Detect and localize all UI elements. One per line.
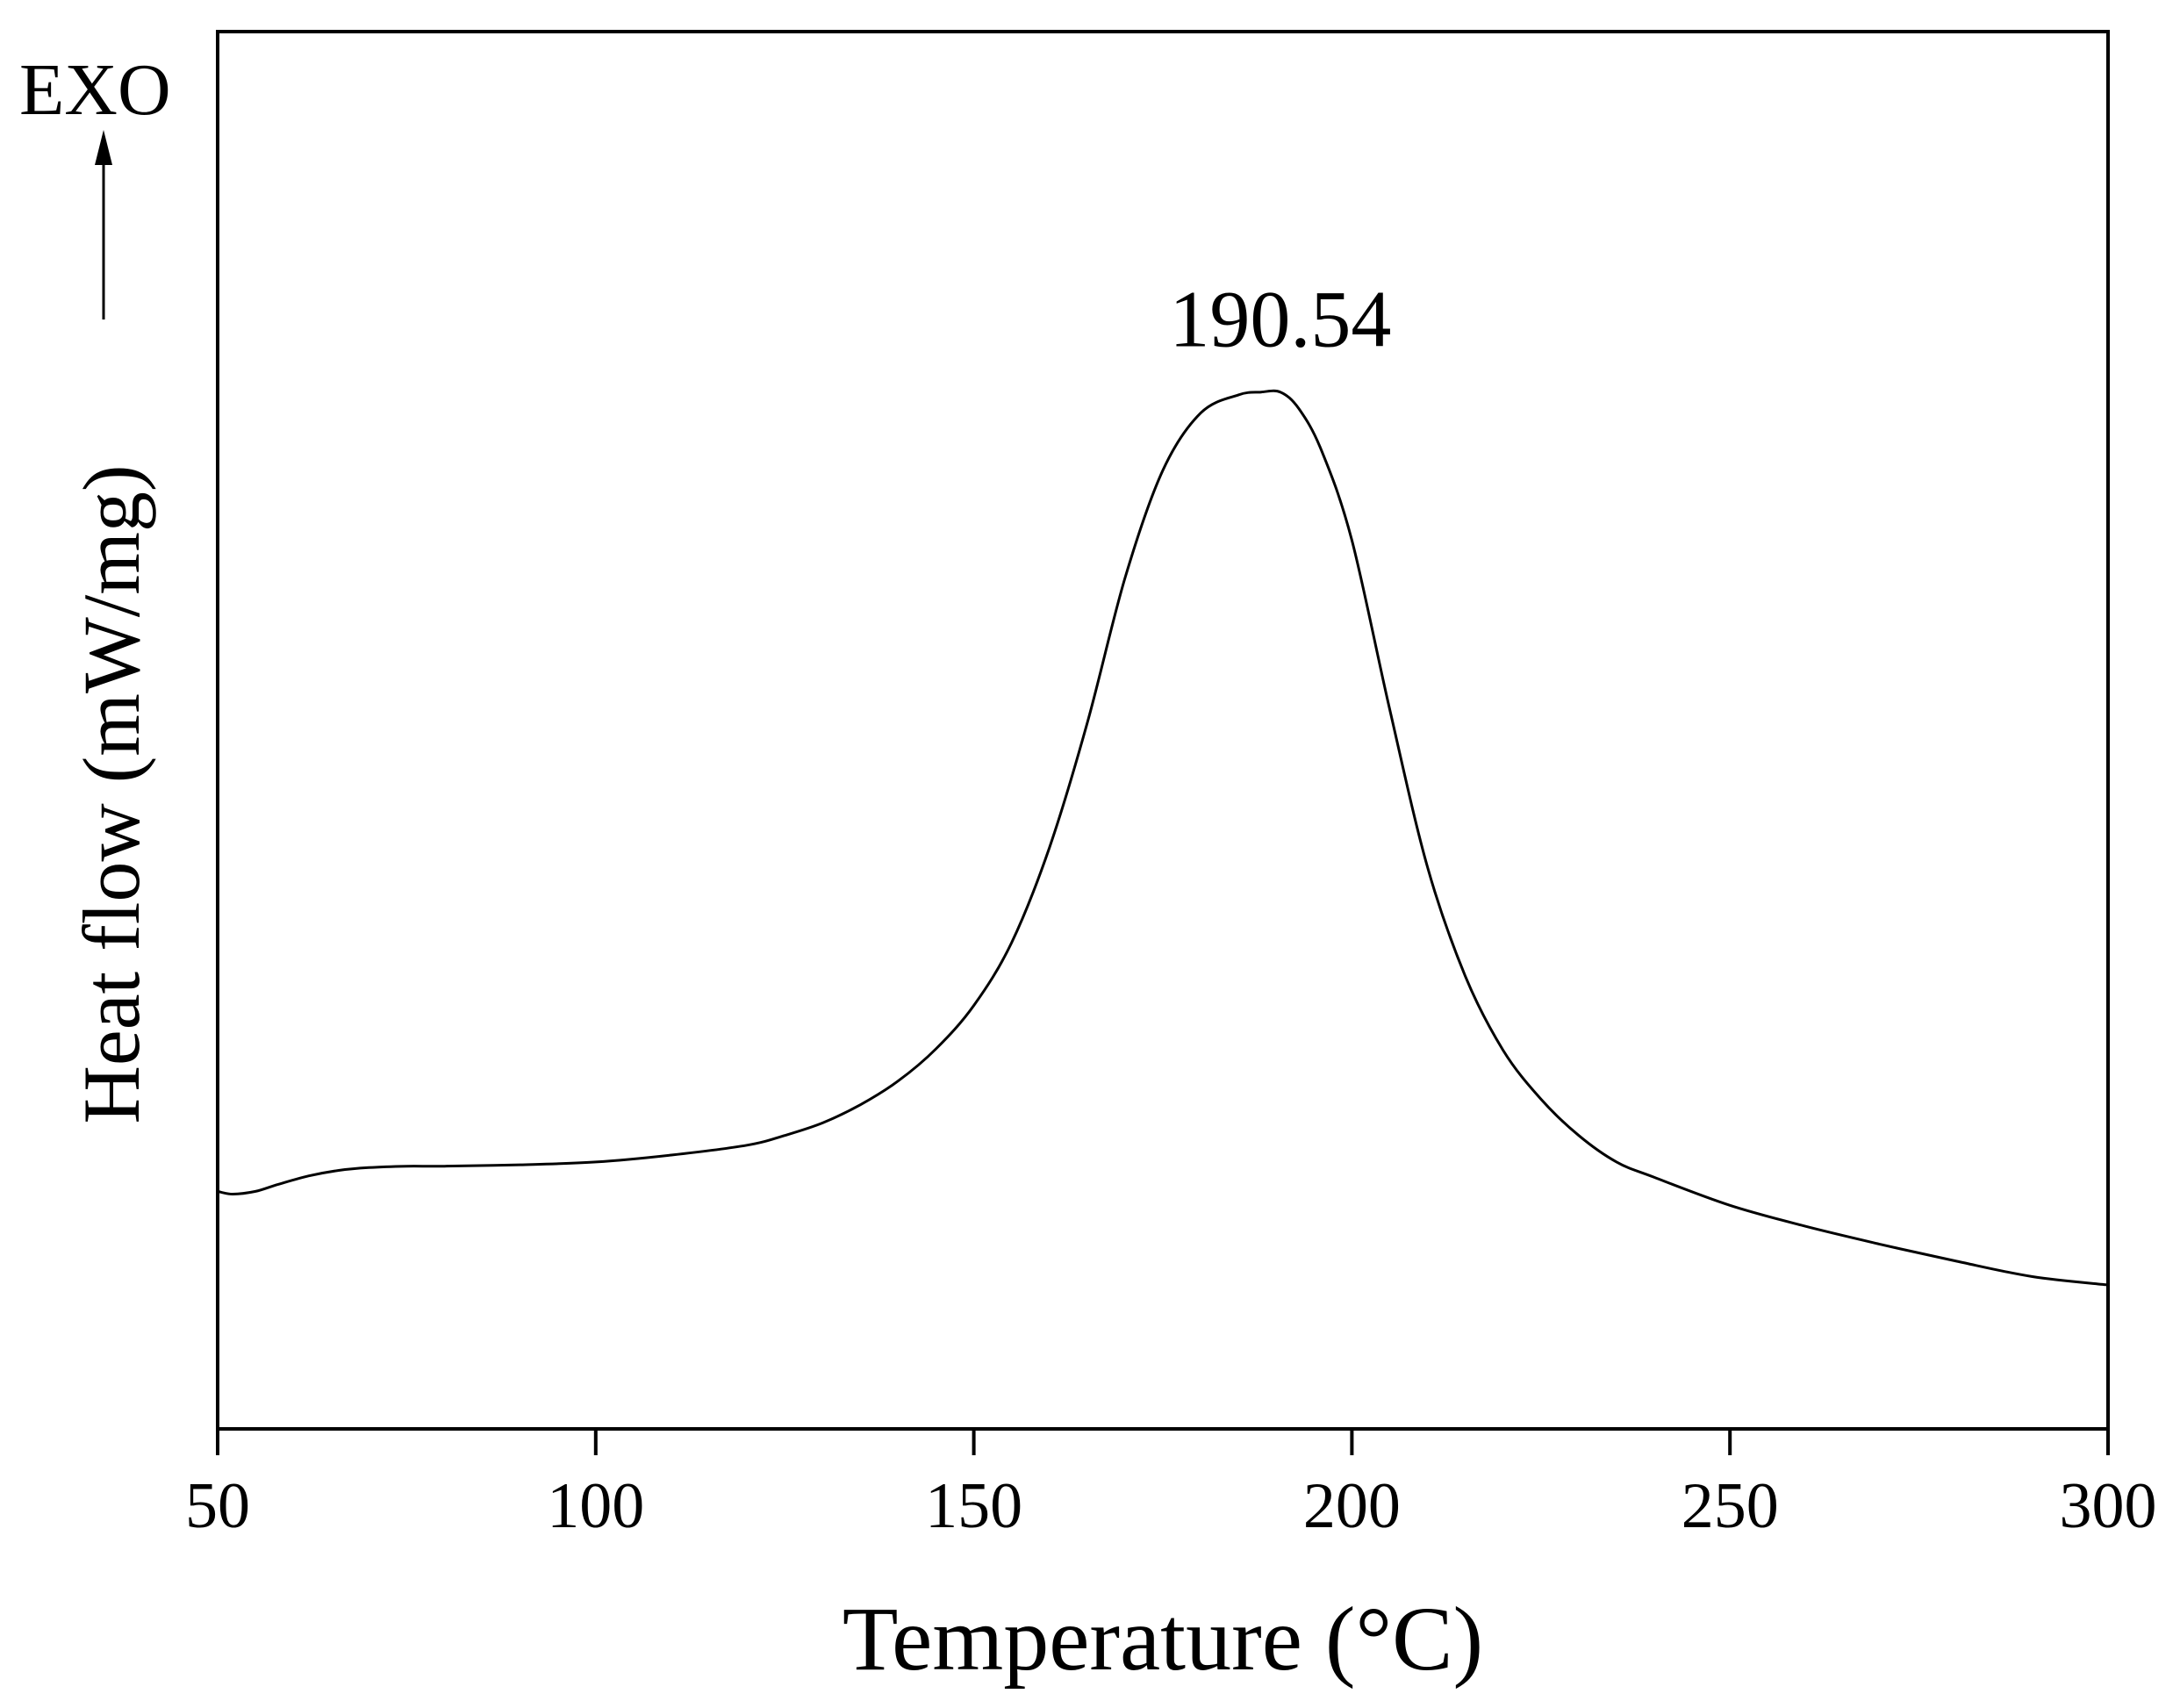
x-tick-label-250: 250 [1682,1470,1779,1542]
plot-frame [216,30,2110,1431]
x-tick-label-300: 300 [2060,1470,2157,1542]
peak-annotation-label: 190.54 [1169,275,1391,364]
x-axis-title: Temperature (°C) [843,1589,1483,1690]
y-axis-title: Heat flow (mW/mg) [67,464,156,1123]
exo-label: EXO [19,49,171,131]
x-tick-label-50: 50 [185,1470,250,1542]
x-axis-ticks [216,1429,2110,1455]
exo-arrow-icon [95,130,112,319]
x-tick-label-100: 100 [547,1470,644,1542]
x-tick-label-200: 200 [1303,1470,1401,1542]
x-axis-tick-labels: 50 100 150 200 250 300 [185,1470,2157,1542]
x-tick-label-150: 150 [925,1470,1022,1542]
plot-border [216,30,2110,1431]
exo-arrow-head [95,130,112,165]
heat-flow-curve [217,389,2109,1287]
